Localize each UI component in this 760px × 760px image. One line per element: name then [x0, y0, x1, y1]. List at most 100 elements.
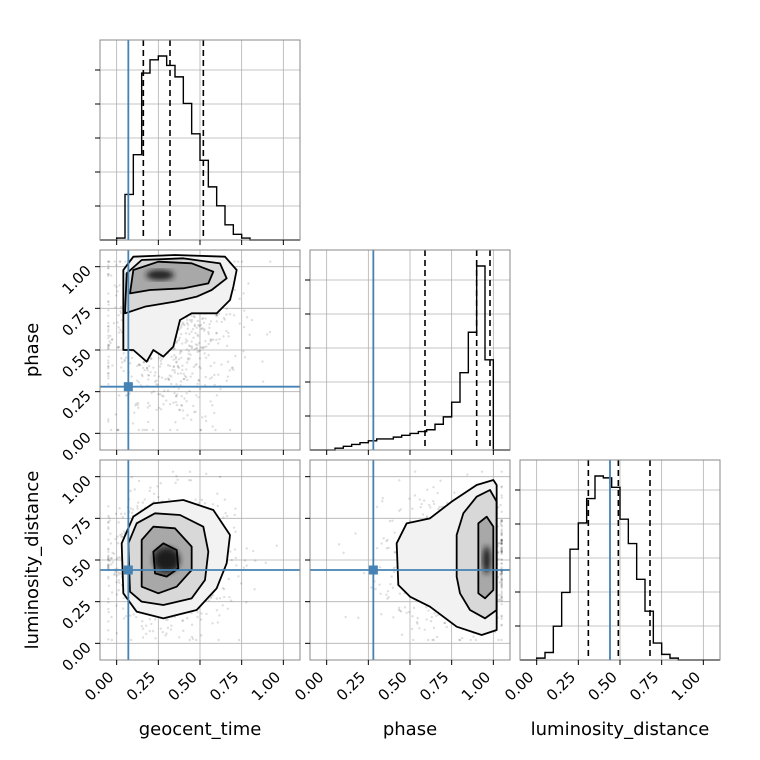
joint-geocent-time-vs-phase-sample-point: [107, 325, 110, 328]
joint-phase-vs-luminosity-distance-sample-point: [500, 550, 503, 554]
joint-phase-vs-luminosity-distance-sample-point: [416, 622, 419, 625]
joint-geocent-time-vs-phase-sample-point: [190, 346, 193, 350]
joint-phase-vs-luminosity-distance-sample-point: [458, 638, 462, 642]
joint-geocent-time-vs-phase-sample-point: [137, 380, 140, 384]
joint-geocent-time-vs-phase-sample-point: [116, 321, 119, 324]
joint-geocent-time-vs-phase-sample-point: [159, 362, 163, 365]
joint-geocent-time-vs-phase-sample-point: [175, 340, 179, 343]
joint-phase-vs-luminosity-distance-sample-point: [337, 543, 341, 546]
joint-phase-vs-luminosity-distance-sample-point: [380, 542, 383, 545]
joint-phase-vs-luminosity-distance-sample-point: [386, 590, 390, 593]
joint-geocent-time-vs-phase-sample-point: [107, 344, 111, 347]
joint-phase-vs-luminosity-distance-sample-point: [497, 557, 500, 561]
joint-geocent-time-vs-luminosity-distance-sample-point: [108, 559, 111, 563]
joint-geocent-time-vs-phase-sample-point: [196, 319, 200, 323]
joint-geocent-time-vs-phase-sample-point: [268, 330, 272, 334]
marginal-panel-luminosity-distance: 0.00 0.25 0.50 0.75 1.00: [501, 459, 721, 704]
joint-geocent-time-vs-phase-sample-point: [208, 326, 211, 330]
joint-geocent-time-vs-phase-sample-point: [109, 334, 112, 338]
joint-geocent-time-vs-phase-sample-point: [116, 428, 119, 432]
joint-geocent-time-vs-phase-sample-point: [116, 290, 119, 293]
joint-geocent-time-vs-phase-sample-point: [157, 375, 161, 378]
joint-geocent-time-vs-luminosity-distance-sample-point: [115, 574, 119, 577]
joint-geocent-time-vs-phase-sample-point: [192, 365, 196, 369]
joint-geocent-time-vs-phase-sample-point: [141, 366, 145, 370]
joint-geocent-time-vs-phase-sample-point: [146, 369, 149, 372]
joint-geocent-time-vs-luminosity-distance-sample-point: [175, 475, 178, 478]
joint-phase-vs-luminosity-distance-sample-point: [500, 550, 503, 553]
joint-geocent-time-vs-luminosity-distance-sample-point: [230, 558, 233, 562]
joint-geocent-time-vs-luminosity-distance-xtick-label: 0.25: [123, 668, 159, 704]
joint-geocent-time-vs-phase-sample-point: [107, 382, 110, 386]
joint-geocent-time-vs-luminosity-distance-sample-point: [148, 489, 151, 493]
joint-phase-vs-luminosity-distance-sample-point: [500, 570, 503, 574]
joint-geocent-time-vs-phase-sample-point: [181, 364, 184, 367]
joint-geocent-time-vs-luminosity-distance-sample-point: [166, 618, 169, 621]
joint-geocent-time-vs-luminosity-distance-sample-point: [233, 548, 237, 551]
joint-phase-vs-luminosity-distance-sample-point: [394, 551, 397, 554]
joint-phase-vs-luminosity-distance-sample-point: [418, 627, 421, 630]
joint-geocent-time-vs-luminosity-distance-sample-point: [169, 628, 173, 631]
joint-phase-vs-luminosity-distance-sample-point: [443, 621, 446, 625]
joint-geocent-time-vs-luminosity-distance-sample-point: [245, 547, 248, 550]
joint-phase-vs-luminosity-distance-xtick-label: 0.25: [333, 668, 369, 704]
joint-phase-vs-luminosity-distance-sample-point: [499, 522, 502, 525]
joint-phase-vs-luminosity-distance-sample-point: [434, 614, 438, 618]
joint-geocent-time-vs-phase-sample-point: [204, 419, 208, 423]
joint-geocent-time-vs-phase-sample-point: [156, 383, 159, 387]
joint-phase-vs-luminosity-distance-sample-point: [375, 505, 379, 509]
joint-geocent-time-vs-luminosity-distance-sample-point: [154, 637, 157, 640]
joint-geocent-time-vs-luminosity-distance-sample-point: [107, 597, 110, 601]
marginal-phase-histogram: [310, 265, 510, 451]
joint-geocent-time-vs-luminosity-distance-sample-point: [110, 591, 114, 594]
joint-geocent-time-vs-luminosity-distance-sample-point: [107, 557, 110, 561]
joint-phase-vs-luminosity-distance-xtick-label: 1.00: [458, 668, 494, 704]
joint-geocent-time-vs-luminosity-distance-sample-point: [107, 563, 110, 566]
joint-geocent-time-vs-luminosity-distance-sample-point: [141, 620, 144, 623]
joint-geocent-time-vs-luminosity-distance-sample-point: [234, 507, 237, 510]
joint-phase-vs-luminosity-distance-sample-point: [500, 520, 503, 523]
joint-geocent-time-vs-phase-sample-point: [117, 326, 120, 329]
joint-geocent-time-vs-phase-sample-point: [186, 357, 190, 360]
joint-geocent-time-vs-phase-sample-point: [193, 323, 196, 326]
joint-geocent-time-vs-phase-sample-point: [141, 428, 144, 432]
joint-geocent-time-vs-luminosity-distance-sample-point: [254, 559, 257, 562]
joint-geocent-time-vs-phase-sample-point: [184, 332, 188, 335]
joint-geocent-time-vs-luminosity-distance-sample-point: [237, 575, 240, 578]
joint-geocent-time-vs-phase-sample-point: [121, 361, 124, 364]
joint-phase-vs-luminosity-distance-sample-point: [500, 572, 503, 575]
joint-geocent-time-vs-phase-sample-point: [174, 357, 177, 360]
joint-geocent-time-vs-phase-sample-point: [250, 318, 254, 322]
joint-geocent-time-vs-phase-sample-point: [165, 399, 168, 402]
joint-phase-vs-luminosity-distance-sample-point: [413, 494, 417, 497]
joint-geocent-time-vs-phase-sample-point: [107, 273, 110, 276]
joint-geocent-time-vs-luminosity-distance-sample-point: [190, 612, 193, 615]
joint-geocent-time-vs-phase-sample-point: [201, 327, 204, 330]
joint-geocent-time-vs-phase-sample-point: [194, 410, 197, 413]
joint-geocent-time-vs-phase-sample-point: [180, 350, 183, 353]
joint-geocent-time-vs-phase-sample-point: [175, 393, 179, 396]
joint-geocent-time-vs-phase-sample-point: [180, 404, 184, 407]
joint-geocent-time-vs-luminosity-distance-sample-point: [218, 597, 222, 600]
joint-geocent-time-vs-phase-sample-point: [225, 329, 228, 333]
joint-geocent-time-vs-phase-sample-point: [174, 395, 178, 398]
joint-geocent-time-vs-luminosity-distance-sample-point: [222, 595, 226, 599]
joint-geocent-time-vs-phase-sample-point: [118, 284, 121, 287]
joint-geocent-time-vs-luminosity-distance-sample-point: [190, 623, 194, 626]
joint-geocent-time-vs-phase-sample-point: [231, 366, 234, 369]
joint-geocent-time-vs-phase-sample-point: [204, 339, 207, 343]
joint-geocent-time-vs-phase-sample-point: [159, 408, 163, 411]
joint-geocent-time-vs-luminosity-distance-sample-point: [225, 514, 229, 518]
joint-geocent-time-vs-phase-sample-point: [168, 364, 172, 368]
joint-geocent-time-vs-phase-sample-point: [190, 318, 194, 322]
joint-geocent-time-vs-luminosity-distance-sample-point: [109, 557, 113, 560]
joint-geocent-time-vs-luminosity-distance-sample-point: [264, 561, 268, 564]
joint-geocent-time-vs-phase-sample-point: [226, 360, 230, 364]
joint-geocent-time-vs-luminosity-distance-sample-point: [243, 559, 247, 562]
joint-geocent-time-vs-phase-sample-point: [150, 391, 153, 395]
joint-geocent-time-vs-luminosity-distance-sample-point: [152, 500, 155, 503]
joint-geocent-time-vs-phase-sample-point: [108, 260, 111, 263]
joint-geocent-time-vs-phase-sample-point: [201, 416, 204, 419]
joint-geocent-time-vs-luminosity-distance-sample-point: [150, 622, 153, 626]
